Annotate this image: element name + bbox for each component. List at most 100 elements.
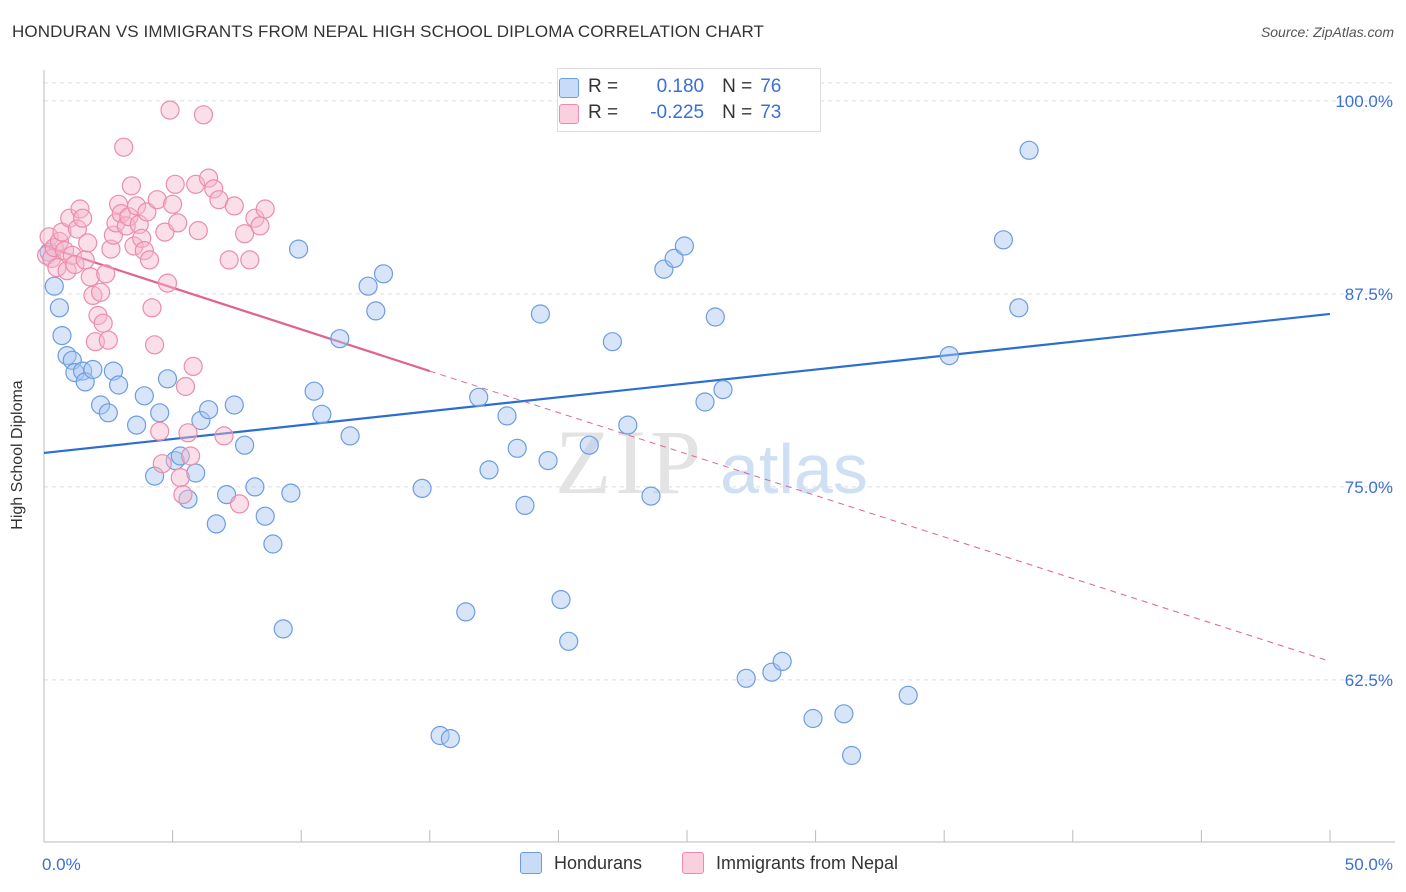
point-honduran [330, 329, 350, 349]
legend-row-hondurans: R = 0.180 N = 76 [559, 75, 782, 99]
point-nepal [160, 100, 180, 120]
point-nepal [235, 224, 255, 244]
source-label: Source: ZipAtlas.com [1260, 24, 1394, 40]
point-nepal [240, 250, 260, 270]
point-nepal [98, 330, 118, 350]
point-nepal [173, 485, 193, 505]
point-nepal [139, 250, 160, 270]
point-honduran [705, 307, 725, 327]
chart-title: HONDURAN VS IMMIGRANTS FROM NEPAL HIGH S… [12, 22, 765, 41]
point-nepal [142, 298, 162, 318]
trend-line-hondurans [43, 312, 1331, 455]
point-honduran [108, 375, 129, 395]
point-nepal [181, 446, 201, 466]
point-honduran [834, 704, 854, 724]
watermark: ZIP atlas [555, 411, 868, 513]
point-honduran [245, 477, 265, 497]
point-honduran [312, 404, 332, 424]
trend-lines [43, 244, 1331, 662]
point-honduran [515, 495, 535, 515]
point-honduran [217, 485, 237, 505]
legend-r-value: -0.225 [650, 102, 705, 123]
point-honduran [1009, 298, 1029, 318]
x-tick-label: 50.0% [1345, 855, 1393, 874]
point-nepal [204, 179, 224, 199]
point-honduran [456, 602, 476, 622]
y-tick-label: 87.5% [1345, 285, 1393, 304]
point-nepal [224, 196, 244, 216]
stats-legend: R = 0.180 N = 76 R = -0.225 N = 73 [557, 68, 821, 132]
point-honduran [412, 478, 432, 498]
point-nepal [83, 285, 103, 305]
point-nepal [157, 273, 178, 293]
point-nepal [165, 174, 185, 194]
point-honduran [538, 451, 558, 471]
point-nepal [150, 421, 170, 441]
legend-row-nepal: R = -0.225 N = 73 [559, 101, 782, 125]
point-honduran [993, 230, 1014, 250]
point-nepal [250, 216, 270, 236]
legend-r-value: 0.180 [656, 76, 705, 97]
point-honduran [281, 483, 301, 503]
point-nepal [183, 356, 203, 376]
axes [43, 70, 1395, 843]
point-honduran [127, 415, 147, 435]
series-legend: Hondurans Immigrants from Nepal [0, 852, 1406, 878]
y-tick-label: 75.0% [1345, 478, 1393, 497]
point-honduran [150, 403, 170, 423]
trend-line-nepal [429, 370, 1331, 662]
point-nepal [229, 494, 250, 514]
point-nepal [119, 207, 139, 227]
point-honduran [695, 392, 715, 412]
watermark-zip: ZIP [555, 411, 705, 513]
point-nepal [214, 426, 234, 446]
point-honduran [898, 685, 918, 705]
point-nepal [163, 194, 183, 214]
point-honduran [199, 400, 219, 420]
point-honduran [551, 589, 571, 610]
point-honduran [939, 346, 959, 366]
legend-swatch-blue [559, 78, 579, 98]
legend-label-nepal: Immigrants from Nepal [716, 852, 899, 873]
point-nepal [90, 282, 111, 302]
y-tick-label: 100.0% [1335, 92, 1393, 111]
point-nepal [152, 454, 172, 474]
point-nepal [121, 176, 141, 196]
point-nepal [65, 254, 85, 275]
point-nepal [72, 208, 93, 228]
point-honduran [641, 486, 661, 506]
point-honduran [674, 236, 695, 256]
point-honduran [602, 332, 623, 352]
point-honduran [497, 406, 517, 426]
point-nepal [80, 267, 100, 287]
point-honduran [289, 239, 309, 259]
tick-labels: 62.5% 75.0% 87.5% 100.0% 0.0% 50.0% [42, 92, 1393, 874]
point-honduran [664, 248, 684, 268]
point-nepal [199, 168, 219, 188]
point-honduran [713, 380, 733, 400]
legend-n-value: 76 [760, 76, 782, 97]
legend-label-hondurans: Hondurans [554, 852, 643, 873]
legend-item-nepal: Immigrants from Nepal [682, 852, 898, 874]
legend-n-value: 73 [760, 102, 782, 123]
point-honduran [170, 446, 190, 466]
point-honduran [255, 506, 275, 526]
legend-item-hondurans: Hondurans [520, 852, 642, 874]
point-honduran [52, 326, 72, 346]
point-nepal [93, 313, 113, 333]
point-nepal [75, 250, 95, 270]
point-honduran [366, 301, 386, 321]
point-nepal [193, 105, 214, 125]
point-nepal [137, 202, 157, 222]
point-nepal [132, 228, 152, 248]
point-honduran [191, 410, 211, 431]
point-nepal [78, 233, 98, 253]
point-honduran [157, 369, 178, 389]
point-nepal [255, 199, 275, 219]
point-honduran [559, 631, 579, 651]
point-nepal [147, 190, 167, 210]
point-honduran [90, 395, 111, 415]
point-honduran [49, 298, 70, 318]
point-nepal [114, 137, 134, 157]
point-honduran [134, 386, 154, 406]
